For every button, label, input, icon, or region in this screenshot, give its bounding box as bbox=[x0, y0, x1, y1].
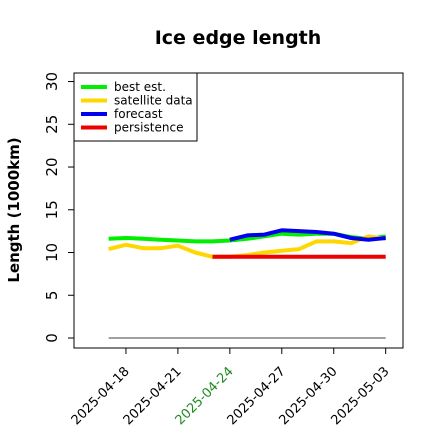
series-line-forecast bbox=[229, 228, 386, 242]
legend-label: persistence bbox=[114, 121, 183, 135]
legend-label: satellite data bbox=[114, 94, 193, 108]
legend: best est.satellite dataforecastpersisten… bbox=[73, 72, 198, 142]
x-axis: 2025-04-182025-04-212025-04-242025-04-27… bbox=[69, 348, 393, 428]
legend-box bbox=[73, 72, 198, 142]
y-tick-label: 15 bbox=[43, 200, 61, 219]
y-tick-label: 0 bbox=[43, 333, 61, 343]
y-tick-label: 25 bbox=[43, 115, 61, 134]
chart-title: Ice edge length bbox=[155, 27, 322, 49]
legend-label: forecast bbox=[114, 107, 163, 121]
y-tick-label: 5 bbox=[43, 291, 61, 301]
plot-area-frame bbox=[73, 72, 404, 349]
y-tick-label: 30 bbox=[43, 72, 61, 91]
y-tick-label: 20 bbox=[43, 157, 61, 176]
series-layer bbox=[108, 228, 386, 259]
y-tick-label: 10 bbox=[43, 243, 61, 262]
legend-label: best est. bbox=[114, 80, 166, 94]
y-axis-label: Length (1000km) bbox=[5, 137, 23, 282]
y-axis: 0 5 10 15 20 25 30 bbox=[43, 72, 74, 343]
